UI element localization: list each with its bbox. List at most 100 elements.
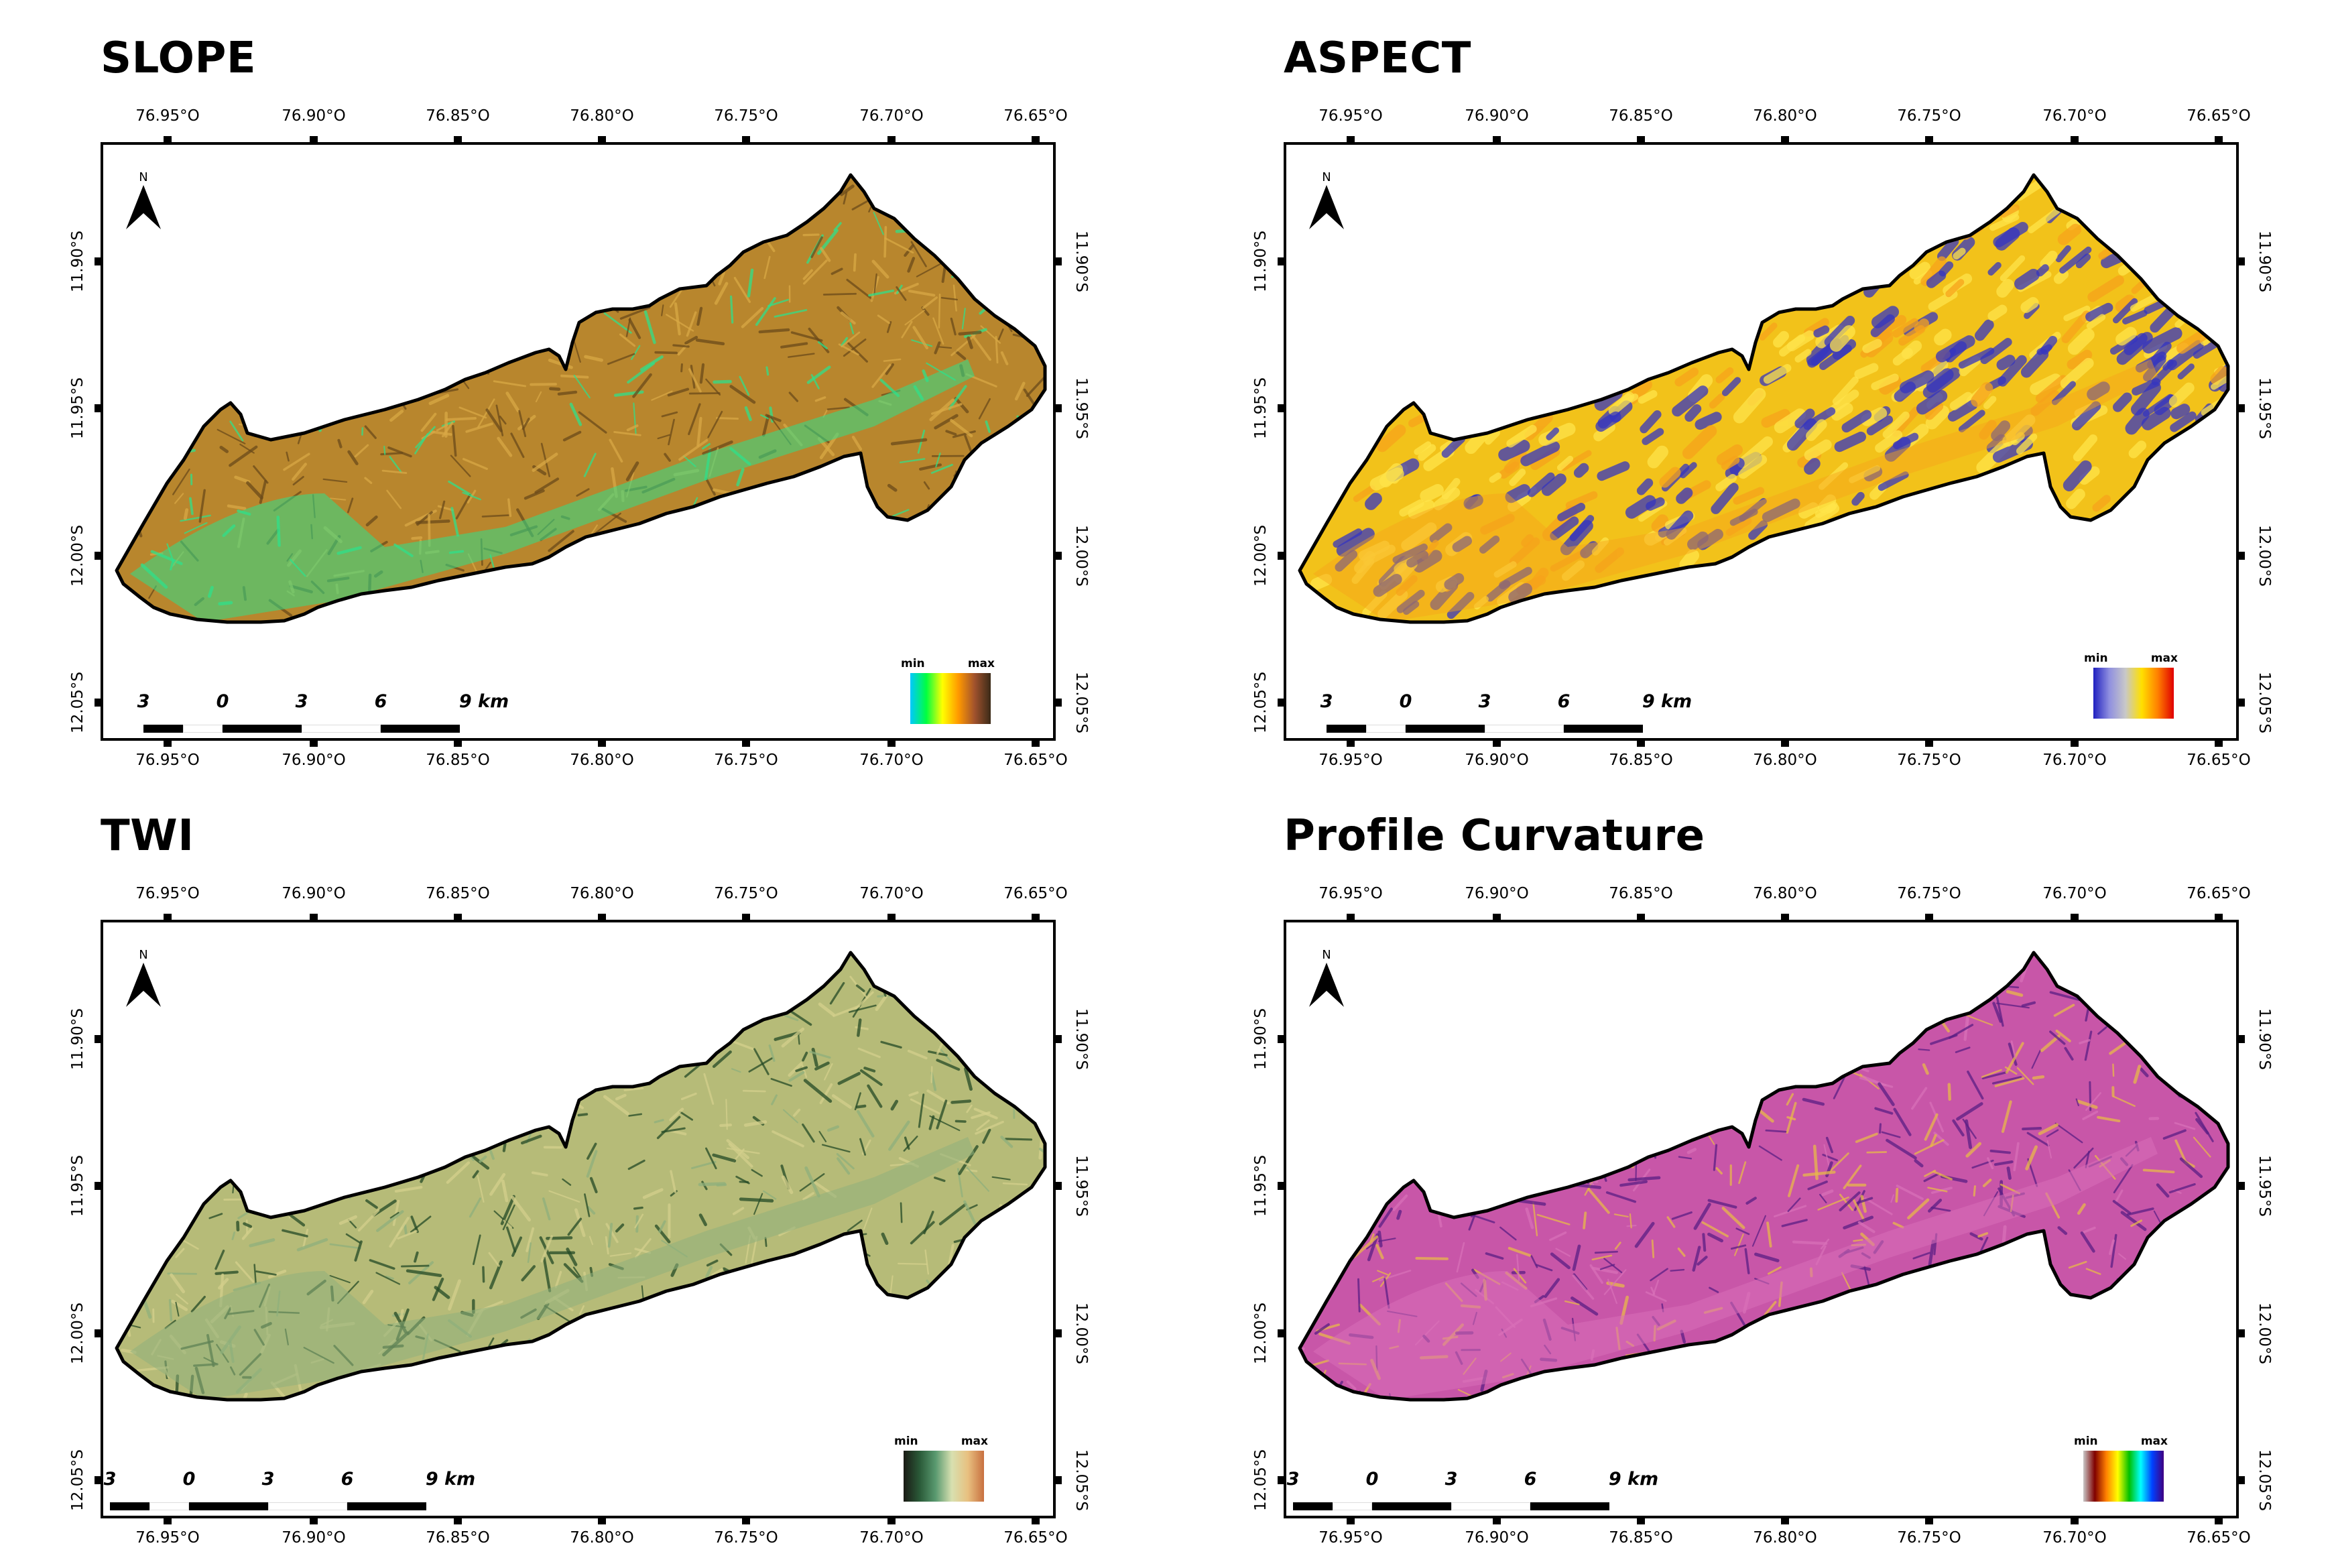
texture-stroke xyxy=(282,1229,308,1238)
texture-stroke xyxy=(1508,583,1532,603)
texture-stroke xyxy=(1895,1187,1899,1203)
texture-stroke xyxy=(2025,1145,2038,1170)
texture-stroke xyxy=(410,1215,419,1233)
texture-stroke xyxy=(824,1063,833,1081)
texture-stroke xyxy=(488,1337,495,1347)
texture-stroke xyxy=(1969,1232,1983,1241)
texture-stroke xyxy=(535,391,542,403)
texture-stroke xyxy=(386,489,402,509)
texture-stroke xyxy=(952,430,976,438)
texture-stroke xyxy=(958,1145,979,1175)
texture-stroke xyxy=(904,310,925,326)
texture-stroke xyxy=(1802,1097,1825,1106)
lat-label-right: 11.95°S xyxy=(1072,377,1090,439)
scale-segment xyxy=(1564,725,1643,733)
panel-title: SLOPE xyxy=(101,34,257,83)
texture-stroke xyxy=(2139,1067,2149,1077)
basin-outline xyxy=(115,951,1047,1402)
lat-label-right: 11.90°S xyxy=(2256,1008,2273,1070)
texture-stroke xyxy=(714,282,729,305)
texture-stroke xyxy=(1650,1268,1668,1282)
panel-title: TWI xyxy=(101,811,194,861)
texture-stroke xyxy=(890,1099,899,1111)
texture-stroke xyxy=(654,1224,671,1244)
scale-label: 0 xyxy=(1399,691,1412,712)
texture-stroke xyxy=(1513,1268,1527,1284)
map-panel-slope: SLOPE 76.95°O 76.95°O 76.90°O 76.90°O 76.85°O… xyxy=(0,0,1168,784)
texture-stroke xyxy=(995,336,999,364)
texture-stroke xyxy=(2097,1026,2107,1035)
texture-stroke xyxy=(1812,1144,1819,1181)
texture-stroke xyxy=(1682,425,1717,459)
texture-stroke xyxy=(481,514,509,518)
texture-stroke xyxy=(170,1273,186,1294)
texture-stroke xyxy=(283,453,310,471)
texture-stroke xyxy=(1695,412,1722,430)
texture-stroke xyxy=(2087,381,2110,401)
texture-stroke xyxy=(175,1248,185,1258)
texture-stroke xyxy=(703,1073,715,1105)
texture-stroke xyxy=(1365,492,1382,510)
texture-stroke xyxy=(389,410,404,422)
texture-stroke xyxy=(1503,449,1527,474)
texture-stroke xyxy=(975,1120,1004,1135)
scale-label: 3 xyxy=(261,1469,275,1490)
texture-stroke xyxy=(1550,1252,1571,1270)
texture-stroke xyxy=(1565,491,1598,509)
lon-label-top: 76.90°O xyxy=(282,107,346,125)
texture-stroke xyxy=(1965,1142,1982,1158)
texture-stroke xyxy=(884,237,914,254)
texture-stroke xyxy=(633,1206,643,1210)
texture-stroke xyxy=(1418,444,1436,461)
texture-stroke xyxy=(729,385,756,404)
texture-stroke xyxy=(1697,1256,1708,1266)
texture-stroke xyxy=(1369,1233,1375,1242)
texture-stroke xyxy=(375,1272,401,1285)
texture-stroke xyxy=(510,432,525,459)
texture-stroke xyxy=(499,415,507,425)
texture-stroke xyxy=(2170,411,2197,432)
texture-stroke xyxy=(1365,1244,1374,1250)
texture-stroke xyxy=(1924,1113,1939,1141)
texture-stroke xyxy=(557,390,578,396)
texture-stroke xyxy=(1729,508,1758,526)
texture-stroke xyxy=(1555,1248,1571,1257)
texture-stroke xyxy=(1822,1154,1838,1162)
texture-stroke xyxy=(840,184,855,196)
texture-stroke xyxy=(1786,1115,1796,1121)
texture-stroke xyxy=(2126,1207,2154,1216)
texture-stroke xyxy=(627,362,655,384)
texture-stroke xyxy=(1489,472,1502,483)
texture-stroke xyxy=(488,1252,500,1267)
texture-stroke xyxy=(1441,434,1465,458)
lon-label-top: 76.75°O xyxy=(1897,107,1961,125)
texture-stroke xyxy=(2168,1183,2196,1194)
basin-outline xyxy=(115,173,1047,624)
texture-stroke xyxy=(950,1099,972,1104)
texture-stroke xyxy=(705,1266,713,1278)
lon-label-top: 76.95°O xyxy=(1318,885,1383,902)
texture-stroke xyxy=(1725,457,1745,479)
texture-stroke xyxy=(1914,1139,1945,1155)
texture-stroke xyxy=(1597,461,1630,481)
texture-stroke xyxy=(2064,1046,2074,1061)
texture-stroke xyxy=(1996,279,2014,298)
texture-stroke xyxy=(566,1248,578,1266)
texture-stroke xyxy=(603,1095,629,1115)
texture-stroke xyxy=(1707,1199,1737,1209)
texture-stroke xyxy=(2000,204,2020,218)
texture-stroke xyxy=(719,1123,733,1128)
lat-label-right: 11.90°S xyxy=(1072,231,1090,292)
texture-stroke xyxy=(1599,1264,1615,1270)
texture-stroke xyxy=(1862,339,1882,353)
texture-stroke xyxy=(1525,1207,1534,1229)
lon-label-bottom: 76.80°O xyxy=(570,751,634,769)
texture-stroke xyxy=(2177,363,2195,380)
texture-stroke xyxy=(1927,1187,1948,1193)
texture-stroke xyxy=(2082,1110,2099,1120)
texture-stroke xyxy=(1473,596,1489,610)
texture-stroke xyxy=(686,311,697,337)
texture-stroke xyxy=(896,286,907,301)
texture-stroke xyxy=(1955,1046,1971,1053)
texture-stroke xyxy=(820,247,831,262)
